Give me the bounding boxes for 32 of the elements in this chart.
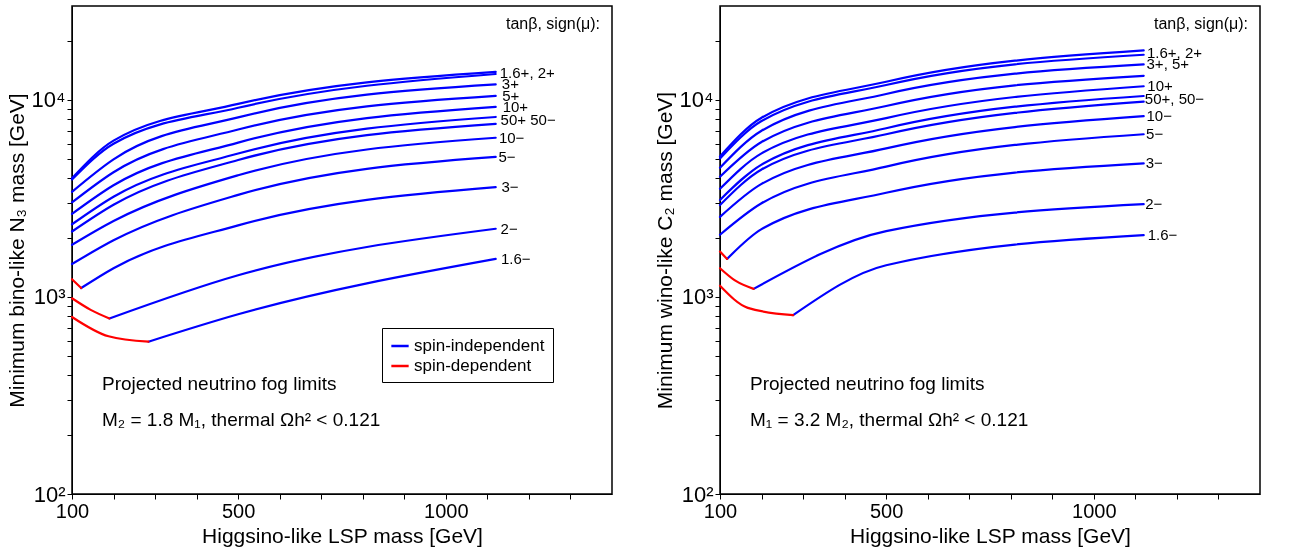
annotation: 5−	[498, 147, 516, 165]
annotation: Projected neutrino fog limits	[750, 373, 985, 394]
x-tick-label: 500	[869, 499, 904, 522]
y-tick-label: 10³	[33, 284, 66, 310]
y-tick-label: 10⁴	[679, 87, 714, 113]
annotation: 5−	[1146, 125, 1164, 143]
x-tick-label: 1000	[424, 499, 469, 522]
annotation: Projected neutrino fog limits	[102, 373, 337, 394]
x-axis-title: Higgsino-like LSP mass [GeV]	[850, 523, 1131, 547]
legend-label: spin-independent	[414, 336, 545, 355]
annotation: tanβ, sign(μ):	[1153, 15, 1248, 32]
y-axis-title: Minimum wino-like C₂ mass [GeV]	[652, 91, 676, 410]
y-tick-label: 10³	[681, 284, 714, 310]
annotation: 10+	[1147, 77, 1174, 95]
legend-label: spin-dependent	[414, 356, 532, 375]
annotation: 1.6−	[501, 249, 531, 267]
annotation: 3−	[1145, 154, 1164, 172]
annotation: 2−	[500, 219, 518, 237]
annotation: 10−	[498, 128, 525, 146]
annotation: M₁ = 3.2 M₂, thermal Ωh² < 0.121	[750, 409, 1029, 430]
annotation: 3−	[501, 178, 519, 196]
annotation: M₂ = 1.8 M₁, thermal Ωh² < 0.121	[102, 409, 381, 430]
annotation: 50+ 50−	[500, 111, 556, 129]
x-tick-label: 1000	[1072, 499, 1117, 522]
y-axis-title: Minimum bino-like N₃ mass [GeV]	[4, 93, 28, 408]
y-tick-label: 10⁴	[31, 87, 66, 113]
annotation: 10−	[1146, 107, 1173, 125]
x-axis-title: Higgsino-like LSP mass [GeV]	[202, 523, 483, 547]
annotation: tanβ, sign(μ):	[505, 15, 600, 32]
x-tick-label: 500	[221, 499, 256, 522]
annotation: 1.6−	[1147, 226, 1178, 244]
annotation: 2−	[1145, 195, 1163, 213]
